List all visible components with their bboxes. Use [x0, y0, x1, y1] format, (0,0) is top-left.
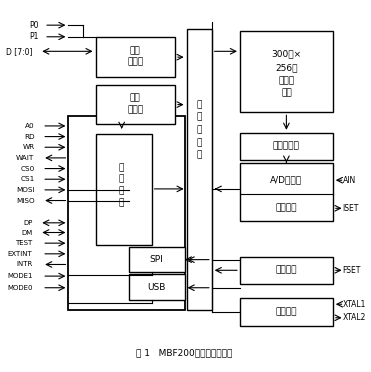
Text: 寄: 寄	[197, 125, 202, 134]
Text: 数据: 数据	[130, 46, 141, 55]
Text: MISO: MISO	[16, 198, 35, 203]
Text: 寄存器: 寄存器	[127, 58, 143, 67]
Text: 路: 路	[119, 198, 124, 207]
Text: 图 1   MBF200的内部结构框图: 图 1 MBF200的内部结构框图	[137, 348, 233, 357]
Text: XTAL2: XTAL2	[342, 313, 366, 322]
Text: DP: DP	[23, 220, 33, 226]
Bar	[240, 163, 333, 221]
Text: 晶体电路: 晶体电路	[276, 308, 297, 317]
Bar	[68, 116, 185, 310]
Text: SPI: SPI	[150, 255, 164, 264]
Text: CS1: CS1	[20, 176, 35, 182]
Text: 多谐振荡: 多谐振荡	[276, 266, 297, 275]
Text: 采样－保持: 采样－保持	[273, 142, 300, 151]
Text: MOSI: MOSI	[16, 187, 35, 193]
Bar	[240, 133, 333, 160]
Text: A0: A0	[25, 123, 35, 129]
Text: AIN: AIN	[342, 176, 356, 185]
Bar	[95, 37, 175, 77]
Bar	[129, 274, 185, 300]
Text: 制: 制	[119, 175, 124, 184]
Text: 传感器: 传感器	[278, 76, 295, 85]
Text: CS0: CS0	[20, 166, 35, 171]
Text: RD: RD	[24, 134, 35, 140]
Text: MODE0: MODE0	[7, 285, 33, 291]
Text: WAIT: WAIT	[16, 155, 35, 161]
Text: 索引: 索引	[130, 93, 141, 102]
Text: XTAL1: XTAL1	[342, 300, 366, 309]
Text: ISET: ISET	[342, 204, 359, 213]
Text: INTR: INTR	[16, 262, 33, 267]
Text: MODE1: MODE1	[7, 273, 33, 279]
Text: USB: USB	[147, 283, 166, 292]
Bar	[95, 134, 152, 245]
Text: DM: DM	[21, 230, 33, 235]
Text: WR: WR	[22, 144, 35, 150]
Bar	[187, 29, 212, 310]
Text: 寄存器: 寄存器	[127, 105, 143, 114]
Bar	[240, 31, 333, 112]
Text: 256列: 256列	[275, 63, 298, 72]
Text: D [7:0]: D [7:0]	[6, 47, 33, 56]
Text: FSET: FSET	[342, 266, 361, 275]
Bar	[129, 247, 185, 272]
Text: P0: P0	[29, 21, 38, 30]
Text: 电: 电	[119, 186, 124, 195]
Text: 控: 控	[119, 163, 124, 172]
Text: TEST: TEST	[15, 240, 33, 246]
Text: 能: 能	[197, 113, 202, 122]
Text: 模拟电路: 模拟电路	[276, 204, 297, 213]
Bar	[95, 85, 175, 124]
Text: P1: P1	[29, 32, 38, 41]
Text: 存: 存	[197, 138, 202, 147]
Bar	[240, 298, 333, 326]
Text: 300行×: 300行×	[271, 50, 302, 59]
Text: EXTINT: EXTINT	[8, 251, 33, 257]
Text: A/D转换器: A/D转换器	[270, 176, 302, 185]
Text: 功: 功	[197, 100, 202, 109]
Bar	[240, 257, 333, 284]
Text: 器: 器	[197, 151, 202, 160]
Text: 阵列: 阵列	[281, 89, 292, 97]
